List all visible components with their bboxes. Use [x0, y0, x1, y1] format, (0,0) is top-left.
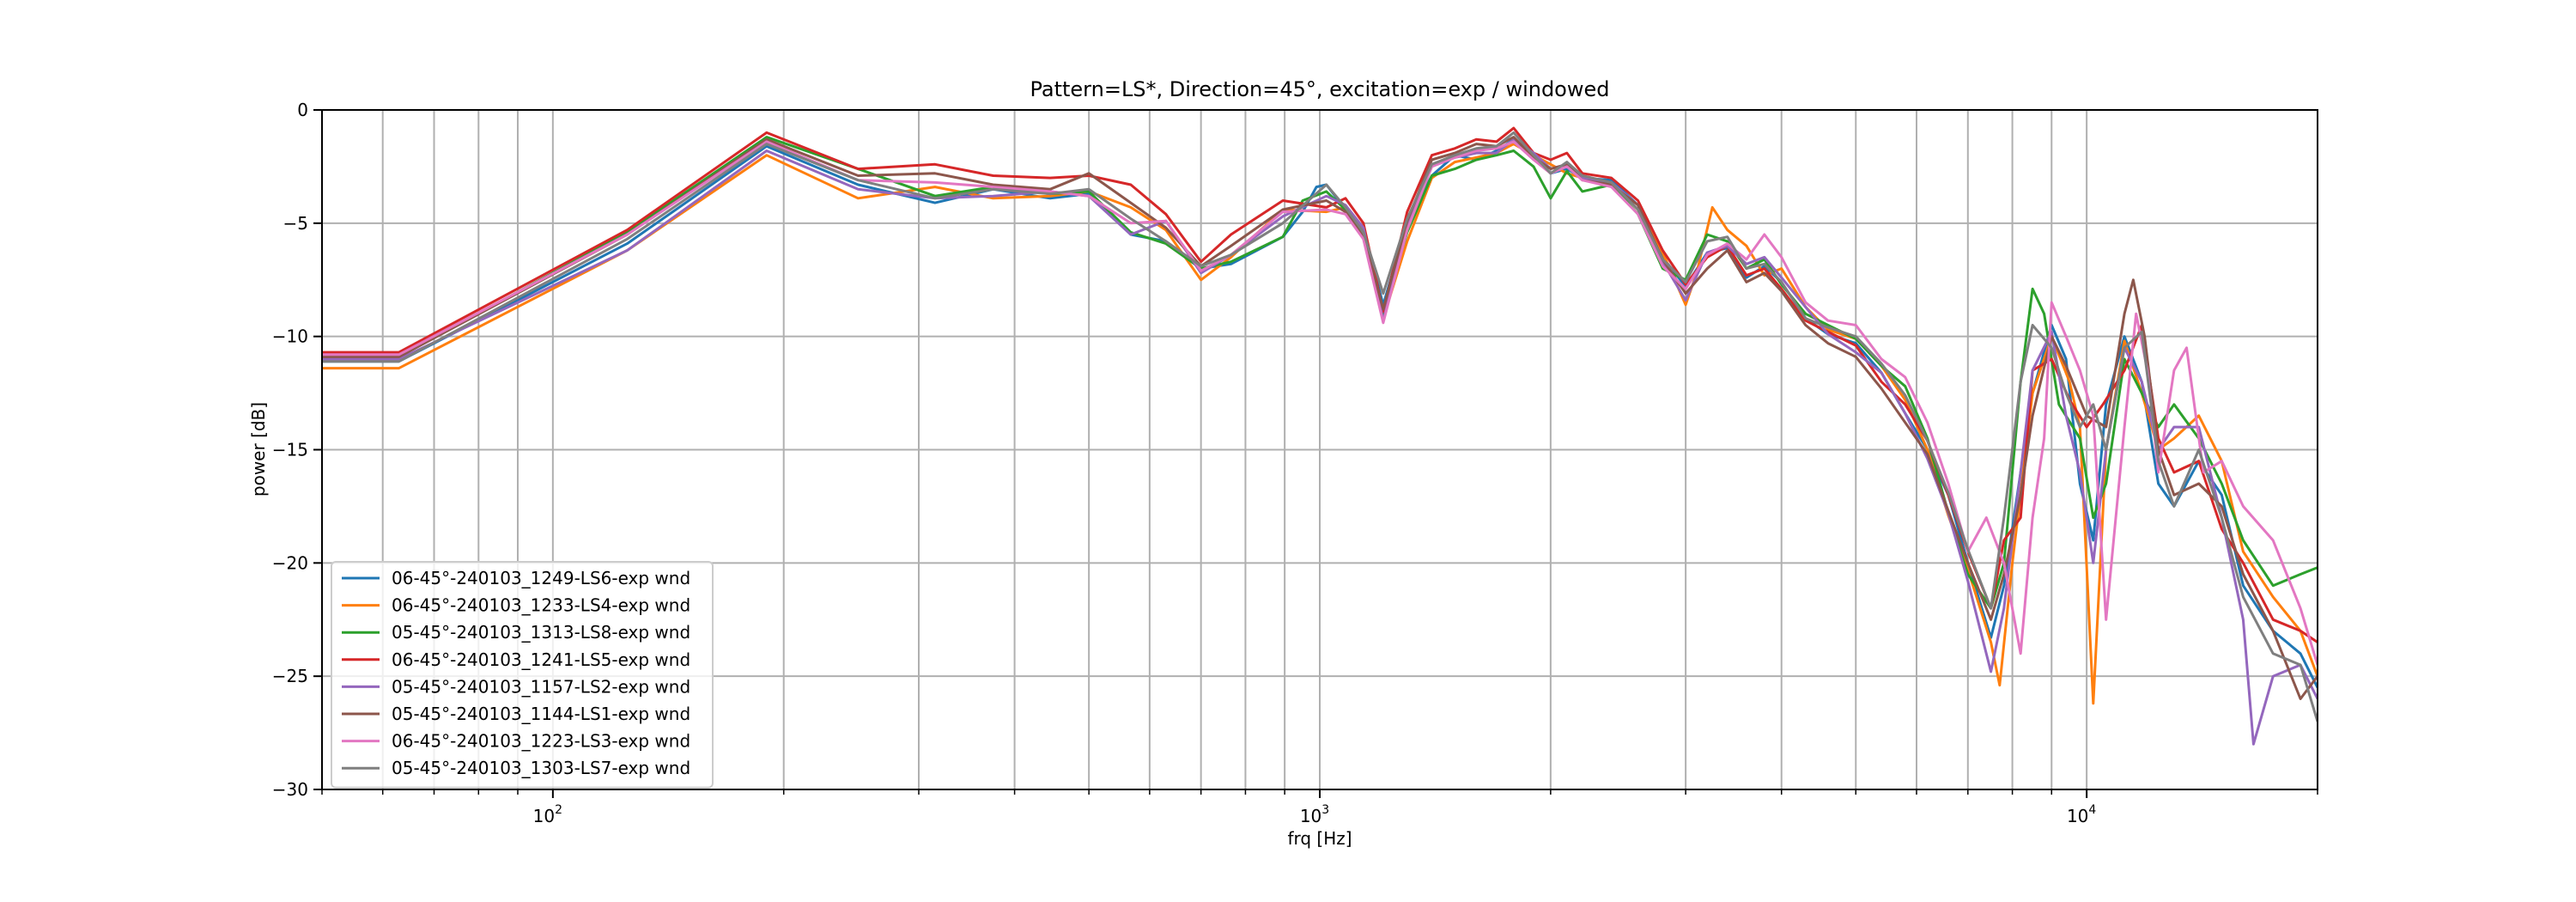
- legend-label: 05-45°-240103_1144-LS1-exp wnd: [392, 704, 690, 724]
- y-tick-label: −15: [272, 440, 308, 460]
- chart-title: Pattern=LS*, Direction=45°, excitation=e…: [1030, 77, 1609, 101]
- legend-item: 05-45°-240103_1313-LS8-exp wnd: [342, 622, 690, 643]
- x-tick-label: 104: [2067, 803, 2096, 826]
- legend: 06-45°-240103_1249-LS6-exp wnd 06-45°-240…: [331, 561, 714, 789]
- legend-item: 06-45°-240103_1249-LS6-exp wnd: [342, 568, 690, 588]
- legend-label: 05-45°-240103_1303-LS7-exp wnd: [392, 758, 690, 778]
- legend-item: 05-45°-240103_1303-LS7-exp wnd: [342, 758, 690, 778]
- y-tick-label: −30: [272, 779, 308, 800]
- series-line-4: [322, 126, 2318, 643]
- legend-label: 06-45°-240103_1249-LS6-exp wnd: [392, 568, 690, 588]
- plot-area: [322, 126, 2318, 746]
- y-axis-label: power [dB]: [248, 402, 269, 497]
- legend-item: 06-45°-240103_1233-LS4-exp wnd: [342, 595, 690, 616]
- x-tick-label: 102: [533, 803, 562, 826]
- legend-item: 06-45°-240103_1241-LS5-exp wnd: [342, 649, 690, 670]
- y-tick-label: −10: [272, 326, 308, 347]
- legend-label: 05-45°-240103_1313-LS8-exp wnd: [392, 622, 690, 643]
- legend-item: 06-45°-240103_1223-LS3-exp wnd: [342, 731, 690, 752]
- axis-ticks: 102 103 104 0 −5 −10 −15 −20 −25 −30: [272, 100, 2318, 826]
- y-tick-label: −25: [272, 666, 308, 686]
- legend-item: 05-45°-240103_1157-LS2-exp wnd: [342, 676, 690, 697]
- legend-item: 05-45°-240103_1144-LS1-exp wnd: [342, 704, 690, 724]
- series-line-7: [322, 140, 2318, 666]
- y-tick-label: −5: [283, 213, 308, 234]
- legend-label: 06-45°-240103_1241-LS5-exp wnd: [392, 649, 690, 670]
- legend-label: 06-45°-240103_1233-LS4-exp wnd: [392, 595, 690, 616]
- series-line-8: [322, 131, 2318, 722]
- x-tick-label: 103: [1300, 803, 1329, 826]
- legend-box: [331, 561, 714, 789]
- y-tick-label: −20: [272, 552, 308, 573]
- y-tick-label: 0: [297, 100, 308, 120]
- legend-label: 05-45°-240103_1157-LS2-exp wnd: [392, 676, 690, 697]
- legend-label: 06-45°-240103_1223-LS3-exp wnd: [392, 731, 690, 752]
- x-axis-label: frq [Hz]: [1287, 828, 1352, 849]
